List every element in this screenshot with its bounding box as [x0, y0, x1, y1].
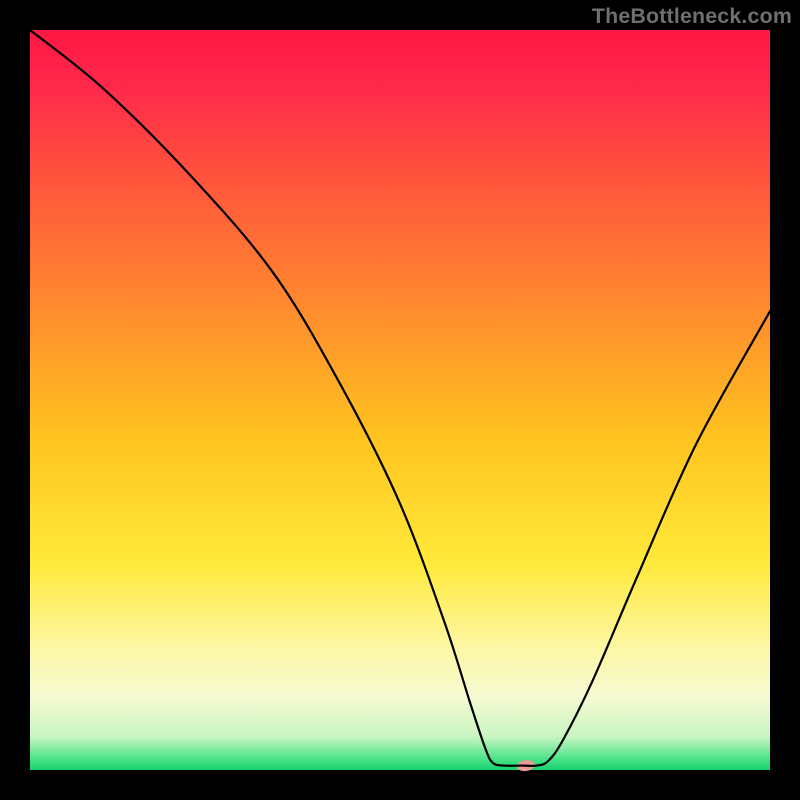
watermark-text: TheBottleneck.com	[592, 4, 792, 29]
plot-area	[30, 30, 770, 770]
chart-container: TheBottleneck.com	[0, 0, 800, 800]
bottleneck-chart	[0, 0, 800, 800]
